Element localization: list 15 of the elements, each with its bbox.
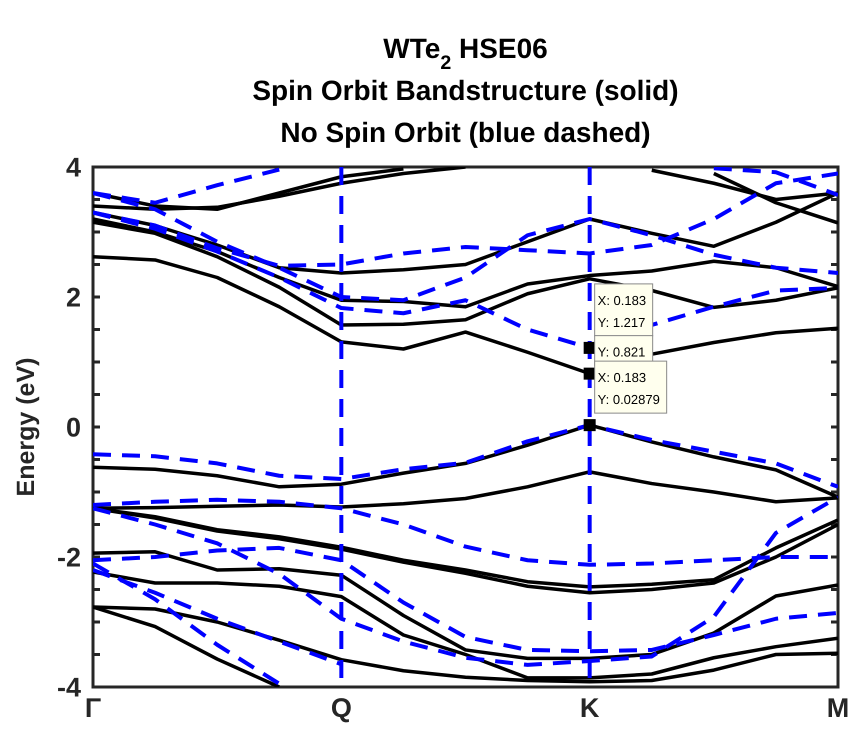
x-tick-label: M [826, 693, 850, 723]
annotation: X: 0.183 Y: 1.217 [598, 292, 646, 330]
y-axis-title: Energy (eV) [12, 358, 40, 496]
annotation: X: 0.183 Y: 0.02879 [598, 370, 660, 408]
y-tick-label: 4 [66, 152, 81, 182]
y-tick-label: -2 [56, 542, 81, 572]
chart-subtitle: Spin Orbit Bandstructure (solid) No Spin Orbit (blue dashed) [252, 75, 679, 148]
x-tick-label: Q [330, 693, 352, 723]
y-tick-label: 2 [66, 282, 81, 312]
annotation: Y: 0.821 [598, 344, 646, 360]
chart-title: WTe$_{2}$ HSE06 [383, 33, 548, 74]
x-tick-label: Γ [84, 693, 102, 723]
y-tick-label: 0 [66, 412, 81, 442]
x-tick-label: K [580, 693, 600, 723]
y-tick-label: -4 [56, 672, 81, 702]
